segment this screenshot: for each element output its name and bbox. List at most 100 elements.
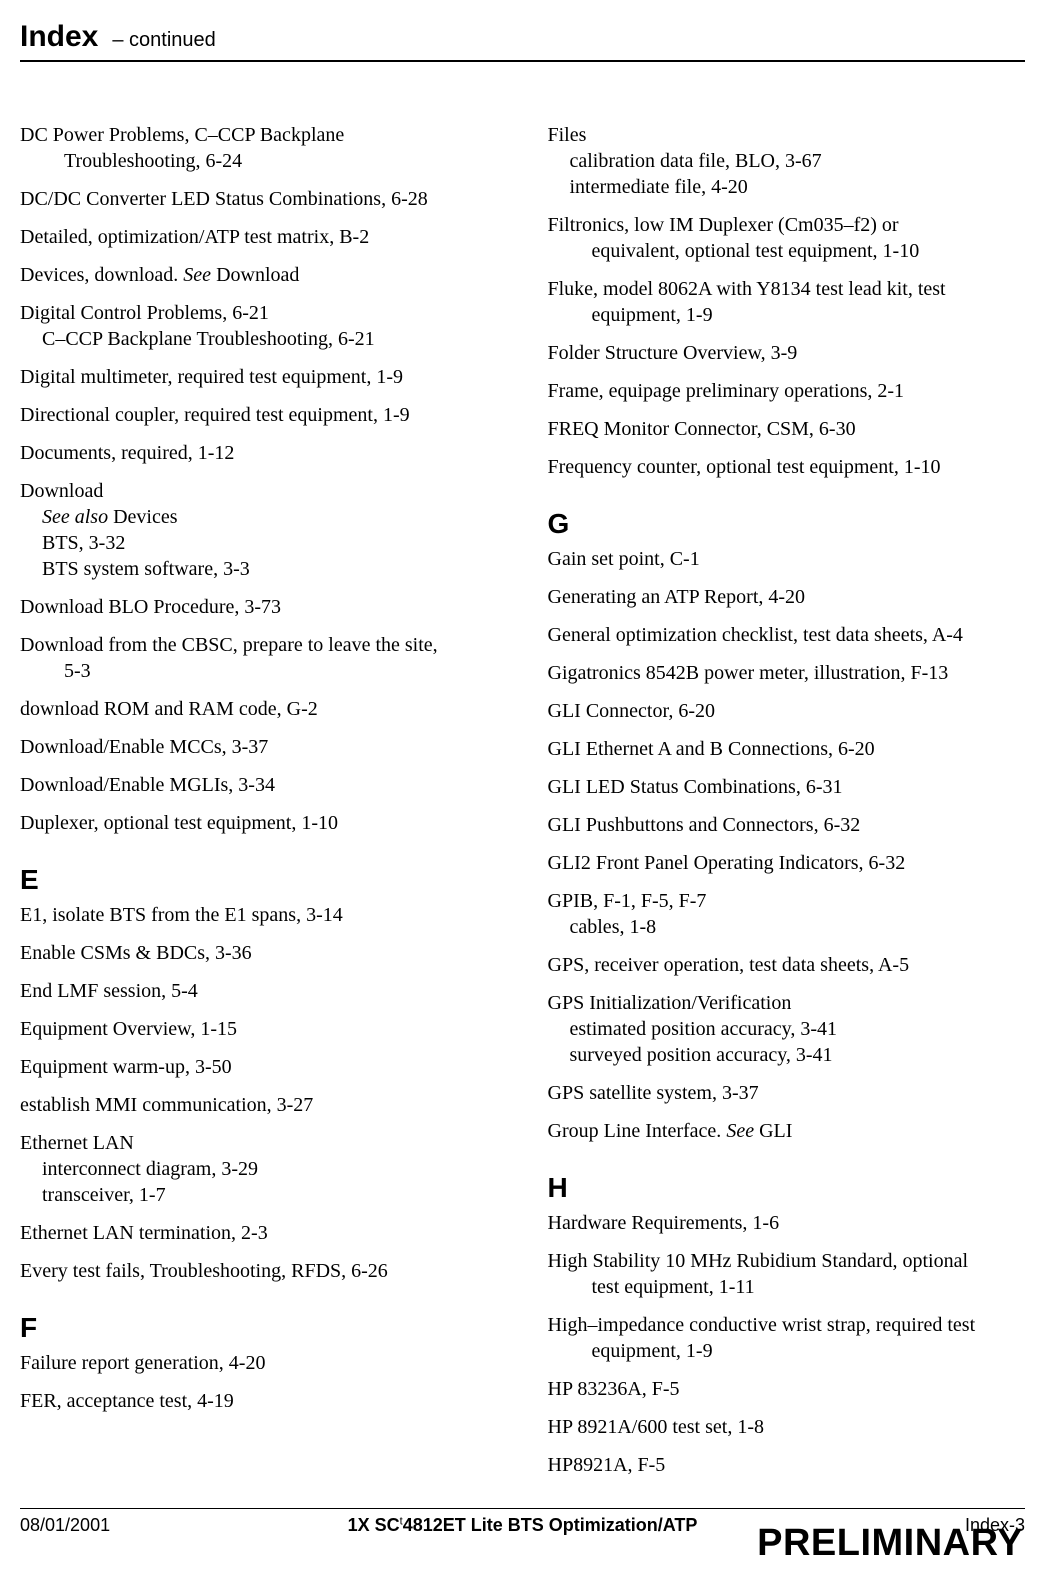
- index-entry: Directional coupler, required test equip…: [20, 402, 498, 428]
- entry-text: Every test fails, Troubleshooting, RFDS,…: [20, 1258, 498, 1284]
- index-entry: HP8921A, F-5: [548, 1452, 1026, 1478]
- entry-text: Frequency counter, optional test equipme…: [548, 454, 1026, 480]
- index-entry: FER, acceptance test, 4-19: [20, 1388, 498, 1414]
- index-entry: GPS satellite system, 3-37: [548, 1080, 1026, 1106]
- index-entry: GPS Initialization/Verification estimate…: [548, 990, 1026, 1068]
- left-column: DC Power Problems, C–CCP Backplane Troub…: [20, 122, 498, 1490]
- section-letter-g: G: [548, 508, 1026, 540]
- entry-text: GPIB, F-1, F-5, F-7: [548, 888, 1026, 914]
- footer-doc-post: 4812ET Lite BTS Optimization/ATP: [403, 1515, 698, 1535]
- entry-line: High Stability 10 MHz Rubidium Standard,…: [548, 1248, 1026, 1300]
- index-entry: General optimization checklist, test dat…: [548, 622, 1026, 648]
- entry-text: FREQ Monitor Connector, CSM, 6-30: [548, 416, 1026, 442]
- index-entry: Failure report generation, 4-20: [20, 1350, 498, 1376]
- entry-text: Download: [211, 264, 299, 286]
- footer-date: 08/01/2001: [20, 1515, 271, 1536]
- entry-text: Duplexer, optional test equipment, 1-10: [20, 810, 498, 836]
- index-entry: GLI Pushbuttons and Connectors, 6-32: [548, 812, 1026, 838]
- section-letter-e: E: [20, 864, 498, 896]
- index-entry: Gain set point, C-1: [548, 546, 1026, 572]
- entry-sub: surveyed position accuracy, 3-41: [548, 1042, 1026, 1068]
- index-entry: Gigatronics 8542B power meter, illustrat…: [548, 660, 1026, 686]
- index-entry: Documents, required, 1-12: [20, 440, 498, 466]
- entry-text: Equipment Overview, 1-15: [20, 1016, 498, 1042]
- entry-text: HP8921A, F-5: [548, 1452, 1026, 1478]
- index-entry: Devices, download. See Download: [20, 262, 498, 288]
- index-entry: Ethernet LAN interconnect diagram, 3-29 …: [20, 1130, 498, 1208]
- index-entry: GPS, receiver operation, test data sheet…: [548, 952, 1026, 978]
- index-entry: HP 8921A/600 test set, 1-8: [548, 1414, 1026, 1440]
- entry-sub: interconnect diagram, 3-29: [20, 1156, 498, 1182]
- index-entry: Group Line Interface. See GLI: [548, 1118, 1026, 1144]
- entry-text: GLI Ethernet A and B Connections, 6-20: [548, 736, 1026, 762]
- entry-text: Download/Enable MCCs, 3-37: [20, 734, 498, 760]
- entry-text: FER, acceptance test, 4-19: [20, 1388, 498, 1414]
- entry-text: Ethernet LAN termination, 2-3: [20, 1220, 498, 1246]
- entry-line: Filtronics, low IM Duplexer (Cm035–f2) o…: [548, 212, 1026, 264]
- index-entry: Download BLO Procedure, 3-73: [20, 594, 498, 620]
- entry-text: HP 8921A/600 test set, 1-8: [548, 1414, 1026, 1440]
- index-entry: GPIB, F-1, F-5, F-7 cables, 1-8: [548, 888, 1026, 940]
- entry-text: Enable CSMs & BDCs, 3-36: [20, 940, 498, 966]
- entry-text: Download BLO Procedure, 3-73: [20, 594, 498, 620]
- entry-text: Group Line Interface. See GLI: [548, 1118, 1026, 1144]
- entry-text: equivalent, optional test equipment, 1-1…: [592, 240, 920, 262]
- index-entry: Frame, equipage preliminary operations, …: [548, 378, 1026, 404]
- entry-sub: BTS system software, 3-3: [20, 556, 498, 582]
- entry-text: establish MMI communication, 3-27: [20, 1092, 498, 1118]
- entry-text: download ROM and RAM code, G-2: [20, 696, 498, 722]
- footer-docid: 1X SCt4812ET Lite BTS Optimization/ATP: [271, 1515, 774, 1536]
- entry-text: Digital Control Problems, 6-21: [20, 300, 498, 326]
- entry-text: GLI2 Front Panel Operating Indicators, 6…: [548, 850, 1026, 876]
- index-entry: Detailed, optimization/ATP test matrix, …: [20, 224, 498, 250]
- entry-line: Fluke, model 8062A with Y8134 test lead …: [548, 276, 1026, 328]
- index-entry: Fluke, model 8062A with Y8134 test lead …: [548, 276, 1026, 328]
- entry-text: Devices, download.: [20, 264, 183, 286]
- index-entry: High–impedance conductive wrist strap, r…: [548, 1312, 1026, 1364]
- index-entry: GLI Ethernet A and B Connections, 6-20: [548, 736, 1026, 762]
- entry-line: Download from the CBSC, prepare to leave…: [20, 632, 498, 684]
- footer-doc-pre: 1X SC: [348, 1515, 400, 1535]
- index-entry: Enable CSMs & BDCs, 3-36: [20, 940, 498, 966]
- index-entry: GLI LED Status Combinations, 6-31: [548, 774, 1026, 800]
- index-entry: Download from the CBSC, prepare to leave…: [20, 632, 498, 684]
- entry-text: Troubleshooting, 6-24: [64, 150, 242, 172]
- page: Index – continued DC Power Problems, C–C…: [0, 0, 1057, 1575]
- index-entry: Frequency counter, optional test equipme…: [548, 454, 1026, 480]
- entry-text: Directional coupler, required test equip…: [20, 402, 498, 428]
- index-entry: Equipment warm-up, 3-50: [20, 1054, 498, 1080]
- entry-text: Folder Structure Overview, 3-9: [548, 340, 1026, 366]
- entry-text: Download: [20, 478, 498, 504]
- entry-text: equipment, 1-9: [592, 1340, 713, 1362]
- entry-text: Ethernet LAN: [20, 1130, 498, 1156]
- entry-text: DC Power Problems, C–CCP Backplane: [20, 124, 344, 146]
- entry-text: E1, isolate BTS from the E1 spans, 3-14: [20, 902, 498, 928]
- index-entry: Folder Structure Overview, 3-9: [548, 340, 1026, 366]
- entry-text: GLI Pushbuttons and Connectors, 6-32: [548, 812, 1026, 838]
- index-entry: HP 83236A, F-5: [548, 1376, 1026, 1402]
- entry-text: Download/Enable MGLIs, 3-34: [20, 772, 498, 798]
- index-entry: High Stability 10 MHz Rubidium Standard,…: [548, 1248, 1026, 1300]
- index-entry: Download See also Devices BTS, 3-32 BTS …: [20, 478, 498, 582]
- entry-text: Fluke, model 8062A with Y8134 test lead …: [548, 278, 946, 300]
- columns: DC Power Problems, C–CCP Backplane Troub…: [20, 122, 1025, 1490]
- entry-text: Hardware Requirements, 1-6: [548, 1210, 1026, 1236]
- index-entry: Ethernet LAN termination, 2-3: [20, 1220, 498, 1246]
- entry-text: GLI Connector, 6-20: [548, 698, 1026, 724]
- section-letter-h: H: [548, 1172, 1026, 1204]
- index-entry: Files calibration data file, BLO, 3-67 i…: [548, 122, 1026, 200]
- entry-text: Detailed, optimization/ATP test matrix, …: [20, 224, 498, 250]
- entry-line: DC Power Problems, C–CCP Backplane Troub…: [20, 122, 498, 174]
- index-entry: GLI2 Front Panel Operating Indicators, 6…: [548, 850, 1026, 876]
- entry-text: High–impedance conductive wrist strap, r…: [548, 1314, 976, 1336]
- entry-text: equipment, 1-9: [592, 304, 713, 326]
- entry-text: Gigatronics 8542B power meter, illustrat…: [548, 660, 1026, 686]
- index-entry: Digital multimeter, required test equipm…: [20, 364, 498, 390]
- entry-sub: estimated position accuracy, 3-41: [548, 1016, 1026, 1042]
- index-entry: establish MMI communication, 3-27: [20, 1092, 498, 1118]
- entry-text: 5-3: [64, 660, 91, 682]
- see-ref: See also: [42, 506, 108, 528]
- entry-text: Devices, download. See Download: [20, 262, 498, 288]
- entry-text: Filtronics, low IM Duplexer (Cm035–f2) o…: [548, 214, 899, 236]
- index-entry: E1, isolate BTS from the E1 spans, 3-14: [20, 902, 498, 928]
